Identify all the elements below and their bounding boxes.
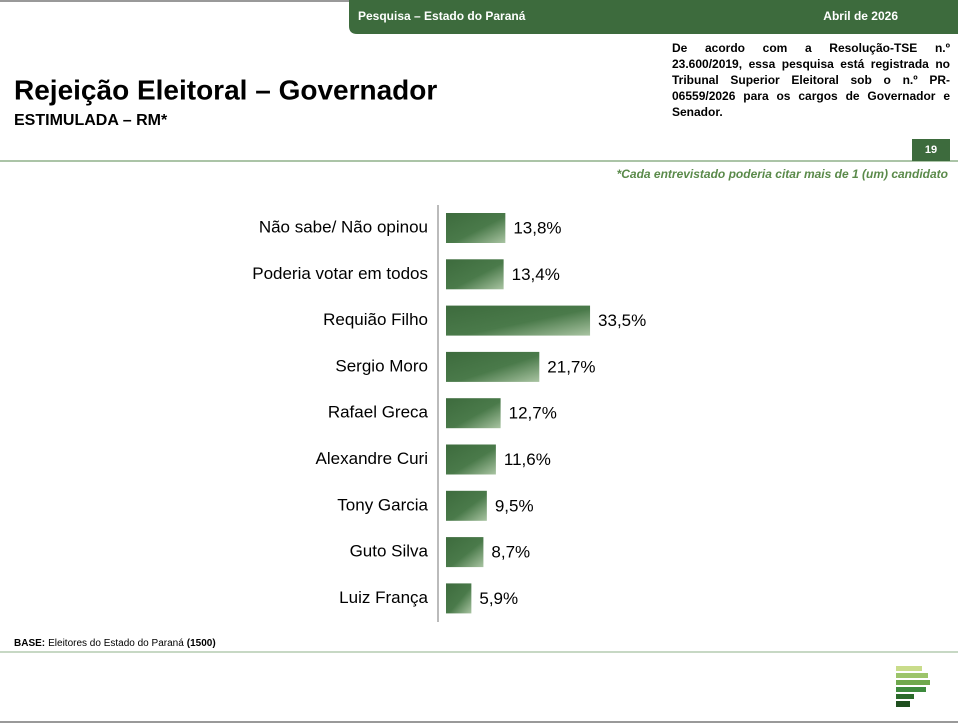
page-number-box xyxy=(912,139,950,161)
registration-note: De acordo com a Resolução-TSE n.º 23.600… xyxy=(672,41,950,119)
bar xyxy=(446,444,496,475)
category-label: Sergio Moro xyxy=(335,356,428,375)
bar xyxy=(446,398,501,429)
category-label: Poderia votar em todos xyxy=(252,264,428,283)
base-label: BASE: xyxy=(14,638,45,649)
header-survey: Pesquisa – Estado do Paraná xyxy=(358,9,526,23)
bar xyxy=(446,583,472,614)
bar xyxy=(446,351,540,382)
value-label: 11,6% xyxy=(504,450,551,469)
header-date: Abril de 2026 xyxy=(823,9,898,23)
footnote: *Cada entrevistado poderia citar mais de… xyxy=(617,167,948,181)
value-label: 9,5% xyxy=(495,496,534,515)
base-count: (1500) xyxy=(187,638,216,649)
page-number: 19 xyxy=(925,144,937,156)
base-text: Eleitores do Estado do Paraná xyxy=(48,638,184,649)
base-note: BASE: Eleitores do Estado do Paraná (1500) xyxy=(14,638,216,649)
category-label: Requião Filho xyxy=(323,310,428,329)
category-label: Tony Garcia xyxy=(337,495,428,514)
value-label: 13,8% xyxy=(513,218,561,237)
value-label: 12,7% xyxy=(509,404,557,423)
header-bar xyxy=(349,0,958,34)
category-label: Rafael Greca xyxy=(328,403,429,422)
bar xyxy=(446,490,487,521)
value-label: 8,7% xyxy=(491,543,530,562)
value-label: 33,5% xyxy=(598,311,646,330)
category-label: Não sabe/ Não opinou xyxy=(259,217,428,236)
logo xyxy=(896,666,930,707)
value-label: 21,7% xyxy=(547,357,595,376)
bar xyxy=(446,305,591,336)
chart-subtitle: ESTIMULADA – RM* xyxy=(14,112,168,129)
category-label: Luiz França xyxy=(339,588,428,607)
chart-title: Rejeição Eleitoral – Governador xyxy=(14,74,437,105)
bar xyxy=(446,213,506,243)
category-label: Alexandre Curi xyxy=(316,449,428,468)
value-label: 5,9% xyxy=(479,589,518,608)
bar xyxy=(446,537,484,568)
value-label: 13,4% xyxy=(512,265,560,284)
bar xyxy=(446,259,504,290)
category-label: Guto Silva xyxy=(350,542,429,561)
